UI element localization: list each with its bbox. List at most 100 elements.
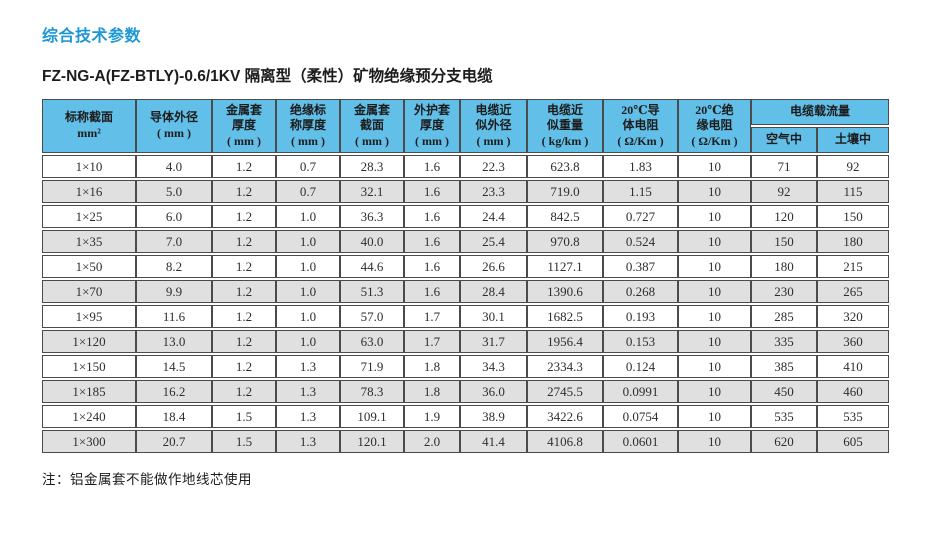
table-cell: 10 <box>678 305 751 328</box>
table-cell: 57.0 <box>340 305 404 328</box>
table-cell: 40.0 <box>340 230 404 253</box>
table-cell: 1.3 <box>276 355 340 378</box>
table-cell: 1.2 <box>212 355 276 378</box>
table-cell: 450 <box>751 380 817 403</box>
col-header-nominal-section: 标称截面 mm² <box>42 99 136 153</box>
table-cell: 1.6 <box>404 155 460 178</box>
table-cell: 23.3 <box>460 180 527 203</box>
table-cell: 0.0991 <box>603 380 678 403</box>
table-cell: 1.8 <box>404 355 460 378</box>
table-cell: 285 <box>751 305 817 328</box>
table-cell: 1.2 <box>212 180 276 203</box>
table-cell: 0.524 <box>603 230 678 253</box>
table-cell: 10 <box>678 430 751 453</box>
table-cell: 9.9 <box>136 280 212 303</box>
table-cell: 1.7 <box>404 330 460 353</box>
table-cell: 5.0 <box>136 180 212 203</box>
table-cell: 10 <box>678 405 751 428</box>
table-row: 1×70 9.9 1.2 1.0 51.3 1.6 28.4 1390.6 0.268 10 230… <box>42 280 890 303</box>
table-cell: 0.0754 <box>603 405 678 428</box>
table-cell: 360 <box>817 330 890 353</box>
table-cell: 1.0 <box>276 330 340 353</box>
table-cell: 1.0 <box>276 230 340 253</box>
table-cell: 1.7 <box>404 305 460 328</box>
table-cell: 11.6 <box>136 305 212 328</box>
table-row: 1×95 11.6 1.2 1.0 57.0 1.7 30.1 1682.5 0.193 10 28… <box>42 305 890 328</box>
table-row: 1×120 13.0 1.2 1.0 63.0 1.7 31.7 1956.4 0.153 10 3… <box>42 330 890 353</box>
table-cell: 385 <box>751 355 817 378</box>
table-cell: 4106.8 <box>527 430 603 453</box>
table-cell: 719.0 <box>527 180 603 203</box>
table-cell: 0.727 <box>603 205 678 228</box>
table-cell: 1.5 <box>212 405 276 428</box>
table-cell: 1.2 <box>212 330 276 353</box>
footnote: 注：铝金属套不能做作地线芯使用 <box>42 472 252 487</box>
table-cell: 8.2 <box>136 255 212 278</box>
table-cell: 28.3 <box>340 155 404 178</box>
technical-parameters-table: 标称截面 mm² 导体外径 ( mm ) 金属套 厚度 ( mm ) 绝缘标 称… <box>42 97 890 455</box>
col-header-conductor-od: 导体外径 ( mm ) <box>136 99 212 153</box>
table-header: 标称截面 mm² 导体外径 ( mm ) 金属套 厚度 ( mm ) 绝缘标 称… <box>42 99 890 153</box>
table-cell: 38.9 <box>460 405 527 428</box>
table-cell: 1956.4 <box>527 330 603 353</box>
table-row: 1×10 4.0 1.2 0.7 28.3 1.6 22.3 623.8 1.83 10 71 92 <box>42 155 890 178</box>
table-row: 1×25 6.0 1.2 1.0 36.3 1.6 24.4 842.5 0.727 10 120 1… <box>42 205 890 228</box>
page-title: 综合技术参数 <box>42 28 142 45</box>
table-cell: 1682.5 <box>527 305 603 328</box>
catalog-page: 综合技术参数 FZ-NG-A(FZ-BTLY)-0.6/1KV 隔离型（柔性）矿… <box>42 28 890 487</box>
table-cell: 320 <box>817 305 890 328</box>
table-cell: 1×50 <box>42 255 136 278</box>
table-row: 1×150 14.5 1.2 1.3 71.9 1.8 34.3 2334.3 0.124 10 3… <box>42 355 890 378</box>
table-cell: 1.2 <box>212 230 276 253</box>
table-cell: 1.3 <box>276 380 340 403</box>
table-cell: 31.7 <box>460 330 527 353</box>
table-cell: 230 <box>751 280 817 303</box>
table-cell: 71 <box>751 155 817 178</box>
table-cell: 120 <box>751 205 817 228</box>
table-row: 1×16 5.0 1.2 0.7 32.1 1.6 23.3 719.0 1.15 10 92 115 <box>42 180 890 203</box>
table-cell: 10 <box>678 380 751 403</box>
table-cell: 1×300 <box>42 430 136 453</box>
table-cell: 1.6 <box>404 180 460 203</box>
table-cell: 44.6 <box>340 255 404 278</box>
table-cell: 265 <box>817 280 890 303</box>
table-cell: 0.193 <box>603 305 678 328</box>
table-cell: 71.9 <box>340 355 404 378</box>
table-cell: 1.83 <box>603 155 678 178</box>
table-cell: 34.3 <box>460 355 527 378</box>
table-cell: 1.8 <box>404 380 460 403</box>
table-cell: 1.2 <box>212 255 276 278</box>
product-model-subtitle: FZ-NG-A(FZ-BTLY)-0.6/1KV 隔离型（柔性）矿物绝缘预分支电… <box>42 68 493 85</box>
table-cell: 6.0 <box>136 205 212 228</box>
table-cell: 1×16 <box>42 180 136 203</box>
table-cell: 1.6 <box>404 230 460 253</box>
table-cell: 150 <box>817 205 890 228</box>
table-cell: 36.3 <box>340 205 404 228</box>
table-cell: 30.1 <box>460 305 527 328</box>
col-header-conductor-resistance: 20℃导 体电阻 ( Ω/Km ) <box>603 99 678 153</box>
table-cell: 1.6 <box>404 205 460 228</box>
table-cell: 10 <box>678 255 751 278</box>
table-cell: 1×70 <box>42 280 136 303</box>
table-cell: 13.0 <box>136 330 212 353</box>
table-body: 1×10 4.0 1.2 0.7 28.3 1.6 22.3 623.8 1.83 10 71 92 1… <box>42 155 890 453</box>
header-row-1: 标称截面 mm² 导体外径 ( mm ) 金属套 厚度 ( mm ) 绝缘标 称… <box>42 99 890 153</box>
table-row: 1×240 18.4 1.5 1.3 109.1 1.9 38.9 3422.6 0.0754 1… <box>42 405 890 428</box>
table-cell: 1×150 <box>42 355 136 378</box>
table-cell: 0.153 <box>603 330 678 353</box>
table-cell: 1.0 <box>276 255 340 278</box>
table-cell: 180 <box>817 230 890 253</box>
table-cell: 1.2 <box>212 205 276 228</box>
table-cell: 10 <box>678 155 751 178</box>
table-cell: 26.6 <box>460 255 527 278</box>
col-header-metal-sheath-section: 金属套 截面 ( mm ) <box>340 99 404 153</box>
table-cell: 1.0 <box>276 305 340 328</box>
table-cell: 36.0 <box>460 380 527 403</box>
col-header-ampacity-in-soil: 土壤中 <box>817 127 890 153</box>
table-cell: 14.5 <box>136 355 212 378</box>
table-cell: 120.1 <box>340 430 404 453</box>
table-cell: 1.2 <box>212 305 276 328</box>
table-cell: 1127.1 <box>527 255 603 278</box>
table-cell: 28.4 <box>460 280 527 303</box>
table-cell: 180 <box>751 255 817 278</box>
